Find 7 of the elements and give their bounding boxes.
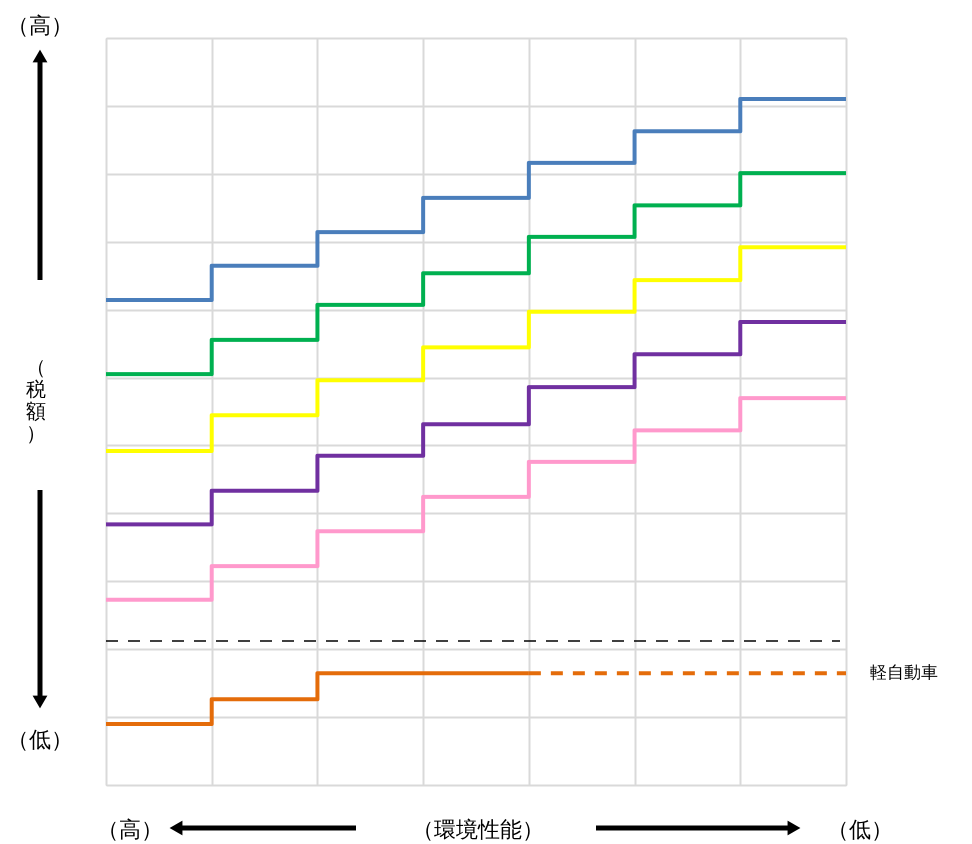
text: （高） bbox=[7, 14, 73, 39]
text: （低） bbox=[7, 728, 73, 753]
text: （低） bbox=[827, 818, 893, 843]
x-axis-title: （環境性能） bbox=[412, 818, 544, 843]
text: （高） bbox=[97, 818, 163, 843]
y-axis-title: （税額） bbox=[26, 355, 46, 445]
series-label: 軽自動車 bbox=[870, 663, 938, 684]
